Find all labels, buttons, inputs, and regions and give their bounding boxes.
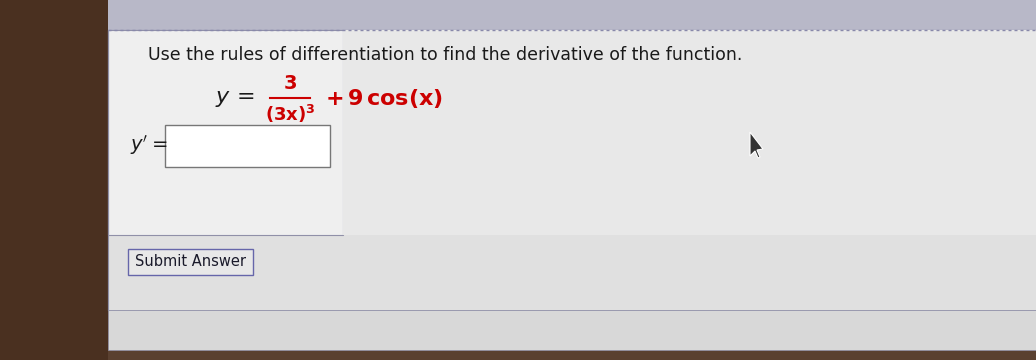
FancyBboxPatch shape	[108, 30, 1036, 310]
Text: $y\,=$: $y\,=$	[215, 87, 255, 109]
Text: $y' =$: $y' =$	[130, 133, 168, 157]
Polygon shape	[750, 132, 762, 158]
FancyBboxPatch shape	[108, 310, 1036, 350]
Text: Use the rules of differentiation to find the derivative of the function.: Use the rules of differentiation to find…	[148, 46, 743, 64]
FancyBboxPatch shape	[343, 30, 1036, 235]
Text: Submit Answer: Submit Answer	[135, 255, 246, 270]
FancyBboxPatch shape	[0, 0, 108, 360]
FancyBboxPatch shape	[128, 249, 253, 275]
Text: $\mathbf{+\,9\,cos(x)}$: $\mathbf{+\,9\,cos(x)}$	[325, 86, 442, 109]
Text: $\mathbf{3}$: $\mathbf{3}$	[283, 75, 297, 93]
FancyBboxPatch shape	[108, 30, 343, 235]
FancyBboxPatch shape	[108, 0, 1036, 30]
FancyBboxPatch shape	[165, 125, 330, 167]
Text: $\mathbf{(3x)^3}$: $\mathbf{(3x)^3}$	[265, 103, 315, 125]
FancyBboxPatch shape	[108, 235, 1036, 310]
